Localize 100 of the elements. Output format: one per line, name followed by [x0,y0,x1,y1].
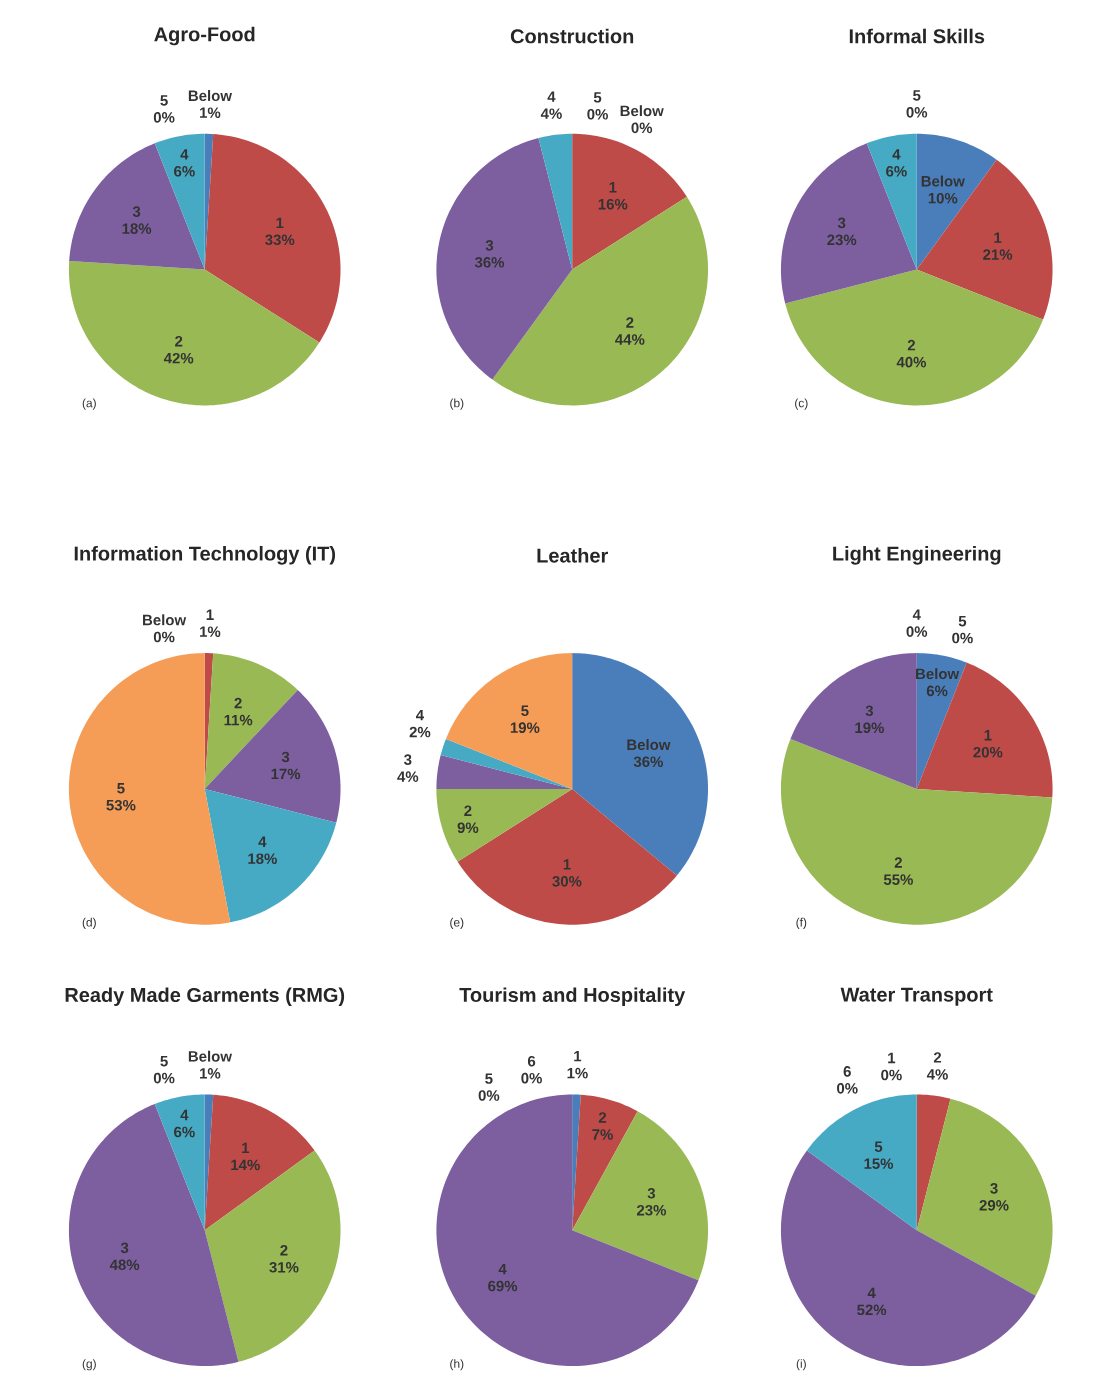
data-label: 19% [510,722,540,733]
slice-label: 3 [132,206,140,217]
slice-label: 1 [241,1142,249,1154]
slice-label: 3 [120,1242,129,1254]
category-label: 5 [160,95,168,106]
slice-label: 4 [180,1109,189,1121]
chart-title: Water Transport [840,987,993,1006]
slice-label: 2 [933,1052,941,1063]
text: 0% [587,108,608,120]
slice-label: 3 [281,751,289,763]
text: (g) [82,1359,96,1371]
category-label: Below [142,614,186,626]
data-label: 20% [973,746,1003,758]
slice-label: 1 [984,730,992,741]
text: (h) [449,1359,464,1371]
text: (i) [796,1359,806,1371]
text: 0% [478,1090,500,1101]
text: 0% [906,626,927,637]
data-label: 23% [636,1204,666,1216]
text: 0% [631,122,652,134]
slice-label: 4 [867,1287,876,1298]
data-label: 53% [106,799,136,811]
slice-label: 3 [989,1183,998,1194]
data-label: 16% [598,198,628,210]
slice-label: 1 [573,1050,581,1062]
data-label: 1% [567,1067,588,1079]
slice-label: 4 [180,149,189,160]
slice-label: 1 [276,217,284,228]
slice-label: 1 [206,609,214,620]
data-label: 33% [264,234,295,246]
chart-title: Leather [537,547,608,563]
slice-label: 5 [874,1141,883,1153]
slice-label: Below [188,90,232,102]
data-label: 23% [827,234,857,246]
data-label: 1% [199,1068,221,1079]
chart-title: Information Technology (IT) [74,545,335,565]
chart-title: Agro-Food [153,26,255,46]
text: 0% [153,112,175,123]
text: (c) [794,398,808,410]
data-label: 30% [552,876,582,887]
data-label: 4% [540,108,562,119]
slice-label: 2 [907,339,915,351]
slice-label: 2 [234,697,242,709]
category-label: 1 [887,1052,895,1064]
data-label: 69% [487,1280,517,1292]
slice-label: 2 [280,1245,288,1256]
slice-label: 4 [547,91,556,102]
text: 0% [836,1083,858,1094]
text: (e) [449,917,464,929]
slice-label: 5 [116,783,125,794]
slice-label: 4 [498,1263,507,1275]
text: 0% [153,1072,175,1084]
category-label: 5 [484,1073,493,1084]
slice-label: 2 [894,857,902,868]
slice-label: 2 [174,335,183,347]
data-label: 6% [885,166,907,177]
slice-label: Below [627,739,671,751]
data-label: 29% [979,1200,1009,1211]
slice-label: 3 [403,754,412,765]
text: 0% [153,631,175,643]
data-label: 7% [592,1129,613,1140]
chart-title: Light Engineering [832,545,1001,565]
data-label: 48% [109,1259,139,1271]
slice-label: 2 [625,317,634,328]
slice-label: 5 [520,705,529,717]
chart-title: Construction [510,28,633,44]
data-label: 4% [926,1069,948,1080]
slice-label: 3 [647,1187,655,1199]
category-label: 4 [912,609,921,620]
slice-label: Below [921,175,965,187]
category-label: 5 [593,92,602,103]
data-label: 42% [163,352,194,364]
category-label: 5 [912,90,921,101]
data-label: 2% [409,726,431,738]
slice-label: 1 [994,232,1002,243]
data-label: 11% [224,714,253,726]
data-label: 6% [173,166,195,177]
data-label: 10% [928,192,958,204]
text: 0% [880,1069,902,1081]
slice-label: 2 [464,805,472,816]
data-label: 14% [231,1159,260,1171]
data-label: 6% [926,685,948,697]
data-label: 36% [474,257,504,268]
slice-label: Below [915,668,959,680]
category-label: 6 [527,1055,535,1067]
data-label: 1% [199,107,221,118]
data-label: 44% [614,334,645,345]
text: (b) [449,398,464,410]
data-label: 18% [248,853,277,865]
slice-label: 3 [837,217,846,229]
text: 0% [906,107,927,118]
slice-label: Below [188,1050,232,1062]
slice-label: 1 [609,182,617,193]
slice-label: 4 [415,709,424,721]
category-label: 5 [160,1055,168,1067]
slice-label: 2 [598,1112,606,1123]
data-label: 36% [633,756,663,768]
data-label: 4% [396,771,418,782]
slice-label: 4 [258,836,267,847]
slice-label: 3 [865,705,873,717]
